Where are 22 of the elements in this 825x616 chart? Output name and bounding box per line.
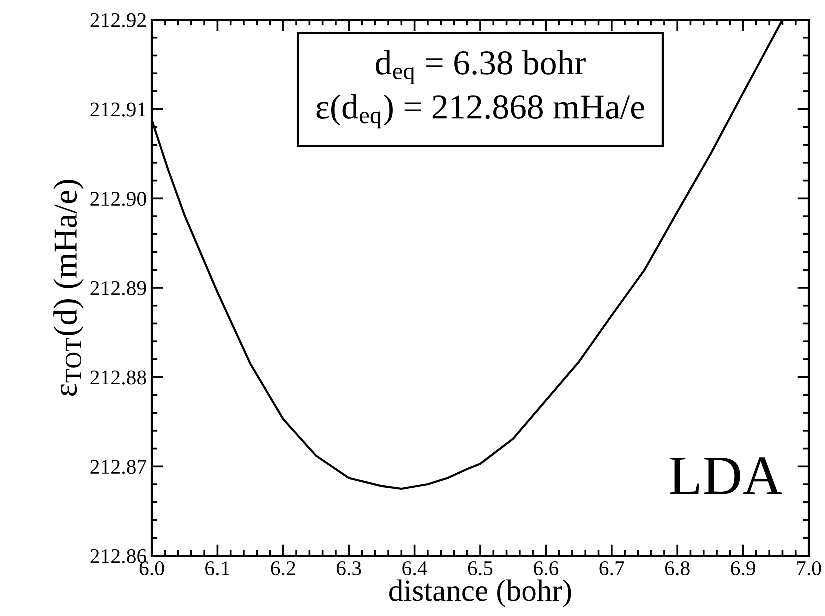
x-axis-title: distance (bohr): [390, 580, 572, 608]
x-tick-label: 6.0: [140, 561, 164, 576]
y-tick-label: 212.92: [90, 13, 146, 28]
x-tick-label: 6.1: [206, 562, 230, 576]
x-tick-label: 6.7: [600, 562, 624, 576]
y-tick-label: 212.87: [90, 460, 147, 474]
x-tick-label: 6.6: [534, 562, 559, 576]
y-tick-label: 212.86: [90, 549, 147, 564]
x-tick-label: 7.0: [797, 561, 822, 576]
y-axis-title: ε$_{TOT}$(d) (mHa/e): [54, 180, 84, 396]
y-tick-label: 212.90: [90, 192, 146, 206]
x-tick-label: 6.8: [665, 561, 690, 576]
x-tick-label: 6.3: [336, 562, 362, 576]
x-tick-label: 6.4: [402, 562, 428, 576]
text: d$_{eq}$ = 6.38 bohr ε(d$_{eq}$) = 212.868 mHa/e: [316, 50, 644, 129]
y-tick-label: 212.89: [90, 281, 146, 296]
x-tick-label: 6.2: [271, 562, 296, 576]
y-tick-label: 212.91: [90, 102, 146, 117]
x-tick-label: 6.9: [731, 562, 756, 576]
y-tick-label: 212.88: [90, 370, 146, 385]
annotation: LDA: [670, 458, 782, 494]
x-tick-label: 6.5: [468, 562, 493, 576]
